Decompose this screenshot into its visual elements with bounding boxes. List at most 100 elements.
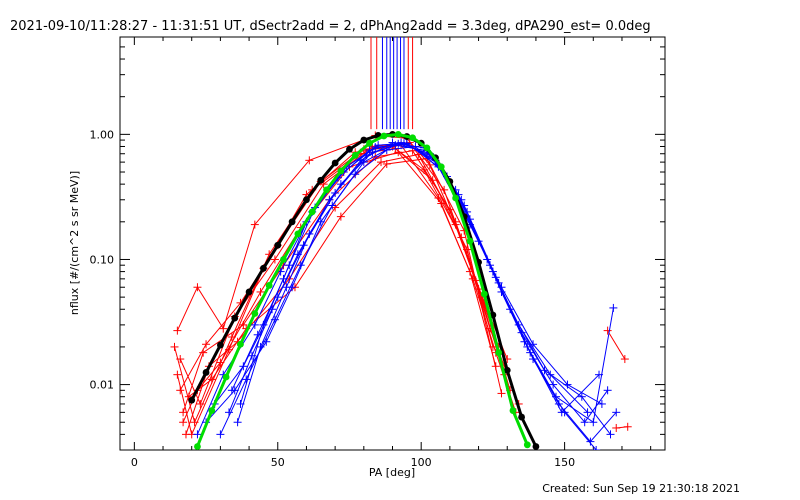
data-point (305, 156, 314, 165)
model-point (288, 218, 296, 226)
data-point (592, 446, 601, 450)
model-point (351, 151, 359, 159)
model-point (274, 241, 282, 249)
data-point (371, 143, 380, 152)
data-point (336, 212, 345, 221)
model-point (495, 349, 503, 357)
data-point (216, 430, 225, 439)
data-point (270, 315, 279, 324)
data-point (420, 165, 429, 174)
x-tick-label: 50 (271, 456, 285, 469)
data-point (305, 229, 314, 238)
data-point (296, 261, 305, 270)
data-point (359, 158, 368, 167)
model-point (280, 256, 287, 263)
x-tick-label: 150 (554, 456, 575, 469)
model-point (202, 369, 210, 376)
model-point (532, 443, 540, 450)
data-point (250, 320, 259, 329)
data-point (336, 180, 345, 189)
data-point (437, 199, 446, 208)
series-layer (170, 37, 632, 450)
x-tick-label: 0 (131, 456, 138, 469)
x-axis-ticks: 0 50 100 150 (131, 37, 652, 469)
created-timestamp: Created: Sun Sep 19 21:30:18 2021 (542, 482, 740, 495)
data-point (219, 324, 228, 333)
model-fit-line (196, 132, 529, 448)
data-point (586, 437, 595, 446)
model-point (466, 237, 474, 245)
data-point (173, 326, 182, 335)
model-point (308, 208, 316, 216)
model-point (509, 407, 517, 414)
model-point (452, 194, 460, 202)
model-point (518, 413, 525, 421)
data-point (580, 418, 589, 427)
model-point (317, 176, 325, 184)
data-point (282, 283, 291, 292)
data-point (193, 283, 202, 292)
model-point (260, 264, 267, 272)
y-tick-label: 0.10 (90, 253, 115, 266)
model-point (188, 396, 196, 404)
series-line (607, 330, 626, 360)
data-point (612, 408, 621, 417)
data-point (285, 261, 294, 270)
data-point (597, 399, 606, 408)
model-point (346, 145, 353, 153)
data-point (402, 139, 411, 148)
data-point (595, 370, 604, 379)
data-point (207, 375, 216, 384)
data-point (259, 320, 268, 329)
model-point (423, 144, 431, 152)
data-point (397, 138, 406, 147)
model-point (222, 373, 230, 381)
data-point (603, 386, 612, 395)
data-point (382, 159, 391, 168)
data-point (623, 422, 632, 431)
data-point (603, 326, 612, 335)
model-point (194, 443, 201, 450)
data-point (236, 399, 245, 408)
data-point (583, 408, 592, 417)
y-axis-label: nflux [#/(cm^2 s sr MeV)] (68, 171, 81, 315)
model-point (380, 132, 388, 140)
model-point (409, 134, 416, 142)
series-line (185, 153, 511, 435)
model-point (251, 310, 259, 317)
data-point (609, 303, 618, 312)
chart-title: 2021-09-10/11:28:27 - 11:31:51 UT, dSect… (10, 19, 651, 34)
data-point (497, 389, 506, 398)
series-line (237, 142, 600, 423)
data-point (170, 342, 179, 351)
data-point (377, 158, 386, 167)
model-point (303, 196, 310, 204)
data-point (270, 255, 279, 264)
data-point (560, 408, 569, 417)
model-point (437, 163, 445, 171)
data-point (468, 274, 477, 283)
model-point (323, 186, 330, 194)
data-point (394, 148, 403, 157)
data-point (554, 399, 563, 408)
x-tick-label: 100 (411, 456, 432, 469)
model-point (503, 366, 511, 374)
y-tick-label: 1.00 (90, 128, 115, 141)
model-point (294, 230, 302, 238)
model-point (245, 288, 253, 296)
model-point (480, 290, 488, 298)
x-axis-label: PA [deg] (369, 466, 415, 479)
data-point (465, 215, 474, 224)
series-line (196, 142, 603, 435)
model-point (523, 441, 531, 449)
model-point (208, 407, 216, 414)
data-point (173, 370, 182, 379)
data-point (179, 418, 188, 427)
model-point (216, 341, 224, 349)
model-point (394, 130, 402, 138)
y-tick-label: 0.01 (90, 379, 115, 392)
model-point (237, 340, 244, 348)
data-point (577, 392, 586, 401)
model-point (360, 136, 368, 144)
